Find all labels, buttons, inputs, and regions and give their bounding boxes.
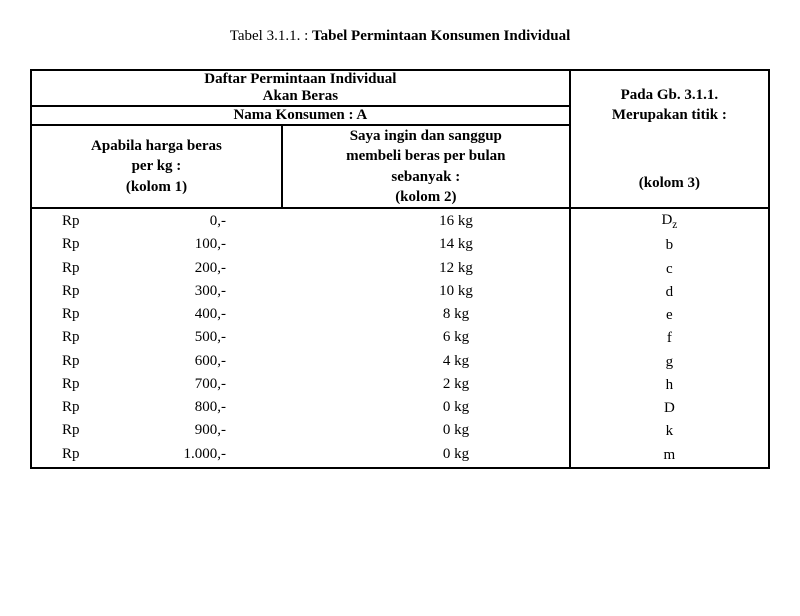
quantity-value: 4 kg: [343, 350, 568, 373]
caption-title: Tabel Permintaan Konsumen Individual: [312, 28, 570, 44]
price-value: 300,-: [152, 280, 232, 303]
quantity-value: 14 kg: [343, 233, 568, 256]
point-label: d: [571, 281, 768, 304]
currency-label: Rp: [62, 257, 152, 280]
currency-label: Rp: [62, 210, 152, 233]
price-value: 1.000,-: [152, 443, 232, 466]
table-row-price: Rp900,-: [32, 419, 343, 442]
currency-label: Rp: [62, 419, 152, 442]
consumer-name-row: Nama Konsumen : A: [31, 106, 570, 125]
point-label: e: [571, 304, 768, 327]
quantity-value: 0 kg: [343, 443, 568, 466]
col2-header: Saya ingin dan sanggup membeli beras per…: [282, 125, 570, 208]
table-row-price: Rp100,-: [32, 233, 343, 256]
point-label: h: [571, 374, 768, 397]
currency-label: Rp: [62, 396, 152, 419]
quantity-value: 6 kg: [343, 326, 568, 349]
table-row-price: Rp800,-: [32, 396, 343, 419]
currency-label: Rp: [62, 303, 152, 326]
table-row-price: Rp700,-: [32, 373, 343, 396]
currency-label: Rp: [62, 373, 152, 396]
currency-label: Rp: [62, 350, 152, 373]
price-value: 500,-: [152, 326, 232, 349]
quantity-value: 0 kg: [343, 396, 568, 419]
header-right-line1: Pada Gb. 3.1.1.: [621, 87, 719, 103]
table-row-price: Rp0,-: [32, 210, 343, 233]
price-value: 100,-: [152, 233, 232, 256]
quantity-value: 8 kg: [343, 303, 568, 326]
price-value: 900,-: [152, 419, 232, 442]
quantity-column: 16 kg14 kg12 kg10 kg8 kg6 kg4 kg2 kg0 kg…: [343, 210, 568, 466]
point-label: g: [571, 351, 768, 374]
table-row-price: Rp400,-: [32, 303, 343, 326]
price-value: 200,-: [152, 257, 232, 280]
table-row-price: Rp1.000,-: [32, 443, 343, 466]
currency-label: Rp: [62, 233, 152, 256]
consumer-name: Nama Konsumen : A: [233, 107, 367, 123]
col1-header: Apabila harga beras per kg : (kolom 1): [31, 125, 282, 208]
price-column: Rp0,-Rp100,-Rp200,-Rp300,-Rp400,-Rp500,-…: [32, 210, 343, 466]
price-value: 700,-: [152, 373, 232, 396]
caption-prefix: Tabel 3.1.1. :: [230, 28, 312, 44]
currency-label: Rp: [62, 326, 152, 349]
header-left-line2: Akan Beras: [263, 88, 338, 104]
price-value: 0,-: [152, 210, 232, 233]
data-body-left: Rp0,-Rp100,-Rp200,-Rp300,-Rp400,-Rp500,-…: [31, 208, 570, 468]
price-value: 600,-: [152, 350, 232, 373]
point-label: Dz: [571, 209, 768, 234]
price-value: 400,-: [152, 303, 232, 326]
price-value: 800,-: [152, 396, 232, 419]
point-label: m: [571, 444, 768, 467]
table-row-price: Rp500,-: [32, 326, 343, 349]
point-label: b: [571, 234, 768, 257]
point-label: f: [571, 327, 768, 350]
table-caption: Tabel 3.1.1. : Tabel Permintaan Konsumen…: [30, 28, 770, 45]
point-label: D: [571, 397, 768, 420]
header-right: Pada Gb. 3.1.1. Merupakan titik : (kolom…: [570, 70, 769, 208]
header-left: Daftar Permintaan Individual Akan Beras: [31, 70, 570, 106]
currency-label: Rp: [62, 443, 152, 466]
header-left-line1: Daftar Permintaan Individual: [204, 71, 396, 87]
point-label: k: [571, 420, 768, 443]
quantity-value: 10 kg: [343, 280, 568, 303]
quantity-value: 0 kg: [343, 419, 568, 442]
point-label: c: [571, 258, 768, 281]
currency-label: Rp: [62, 280, 152, 303]
demand-table: Daftar Permintaan Individual Akan Beras …: [30, 69, 770, 469]
quantity-value: 2 kg: [343, 373, 568, 396]
point-column: DzbcdefghDkm: [570, 208, 769, 468]
table-row-price: Rp200,-: [32, 257, 343, 280]
table-row-price: Rp300,-: [32, 280, 343, 303]
quantity-value: 12 kg: [343, 257, 568, 280]
quantity-value: 16 kg: [343, 210, 568, 233]
header-right-line2: Merupakan titik :: [612, 107, 727, 123]
table-row-price: Rp600,-: [32, 350, 343, 373]
col3-header: (kolom 3): [571, 173, 768, 193]
